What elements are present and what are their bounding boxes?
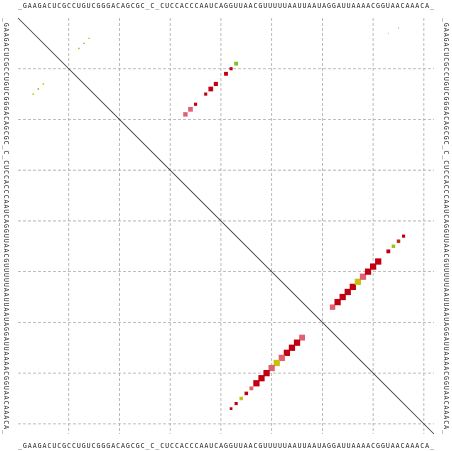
dot [387, 32, 389, 34]
dot [391, 244, 396, 249]
dot [193, 102, 198, 106]
dot [354, 278, 362, 285]
dot [397, 27, 399, 29]
dot [78, 47, 80, 50]
dot [401, 234, 406, 238]
diagonal [17, 17, 435, 435]
dot [88, 37, 90, 39]
dot [234, 61, 239, 66]
dot [329, 304, 336, 310]
dot [249, 386, 254, 391]
dot [224, 71, 228, 76]
dot [208, 86, 214, 92]
dot [239, 396, 243, 401]
dot [42, 83, 45, 85]
dot [83, 42, 85, 45]
dot [268, 364, 275, 372]
dot [278, 354, 285, 362]
sequence-bottom: _GAAGACUCGCCUGUCGGGACAGCGC_C_CUCCACCCAAU… [18, 442, 434, 450]
dot [386, 249, 391, 254]
dot [258, 375, 265, 382]
dot [364, 268, 372, 275]
sequence-left: _GAAGACUCGCCUGUCGGGACAGCGC_C_CUCCACCCAAU… [2, 18, 10, 434]
dot [234, 401, 238, 406]
dot [32, 93, 35, 95]
dot [375, 258, 382, 265]
dot [396, 239, 401, 243]
dot [263, 369, 270, 377]
dot [188, 106, 193, 112]
dot [349, 283, 356, 291]
dot [339, 293, 346, 301]
dot [229, 407, 233, 410]
dot [293, 339, 301, 346]
dot [273, 359, 280, 367]
dot [369, 263, 377, 270]
dot [204, 92, 208, 96]
sequence-right: _GAAGACUCGCCUGUCGGGACAGCGC_C_CUCCACCCAAU… [442, 18, 450, 434]
dot [299, 334, 306, 341]
dot [359, 273, 367, 280]
dot [229, 67, 233, 71]
dot [213, 81, 218, 87]
dot [288, 344, 296, 351]
dot [183, 112, 188, 117]
dot [253, 380, 260, 387]
dot [37, 88, 40, 90]
dot [283, 349, 291, 356]
dot [334, 298, 341, 306]
dot [244, 391, 249, 396]
dot [344, 288, 351, 296]
sequence-top: _GAAGACUCGCCUGUCGGGACAGCGC_C_CUCCACCCAAU… [18, 2, 434, 10]
